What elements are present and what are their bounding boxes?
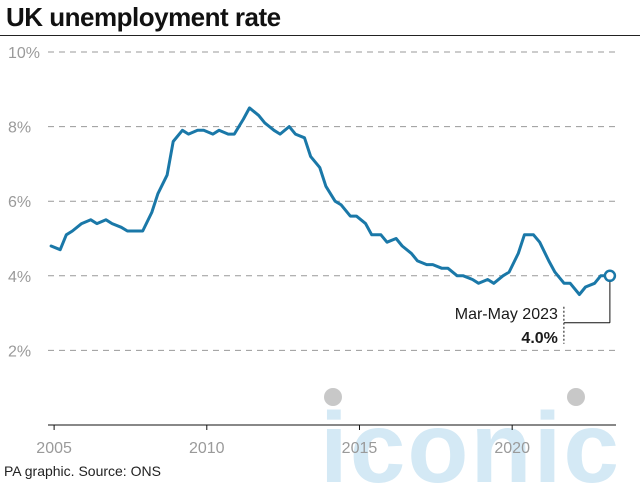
y-tick-label: 4% [8,269,31,286]
x-tick-label: 2015 [342,440,378,457]
watermark-text: iconic [320,392,621,487]
annotation-period-label: Mar-May 2023 [455,306,558,323]
y-tick-label: 8% [8,120,31,137]
unemployment-rate-line [49,106,612,296]
annotation-value-label: 4.0% [521,330,557,347]
title-divider [0,35,640,36]
y-tick-label: 2% [8,343,31,360]
source-credit: PA graphic. Source: ONS [4,463,161,479]
x-tick-label: 2010 [189,440,225,457]
chart-title: UK unemployment rate [6,2,281,32]
watermark-dot-right [567,388,585,406]
y-tick-label: 6% [8,194,31,211]
x-tick-label: 2020 [494,440,530,457]
latest-value-marker [603,269,617,283]
watermark-dot-left [324,388,342,406]
x-tick-label: 2005 [36,440,72,457]
y-tick-label: 10% [8,45,40,62]
